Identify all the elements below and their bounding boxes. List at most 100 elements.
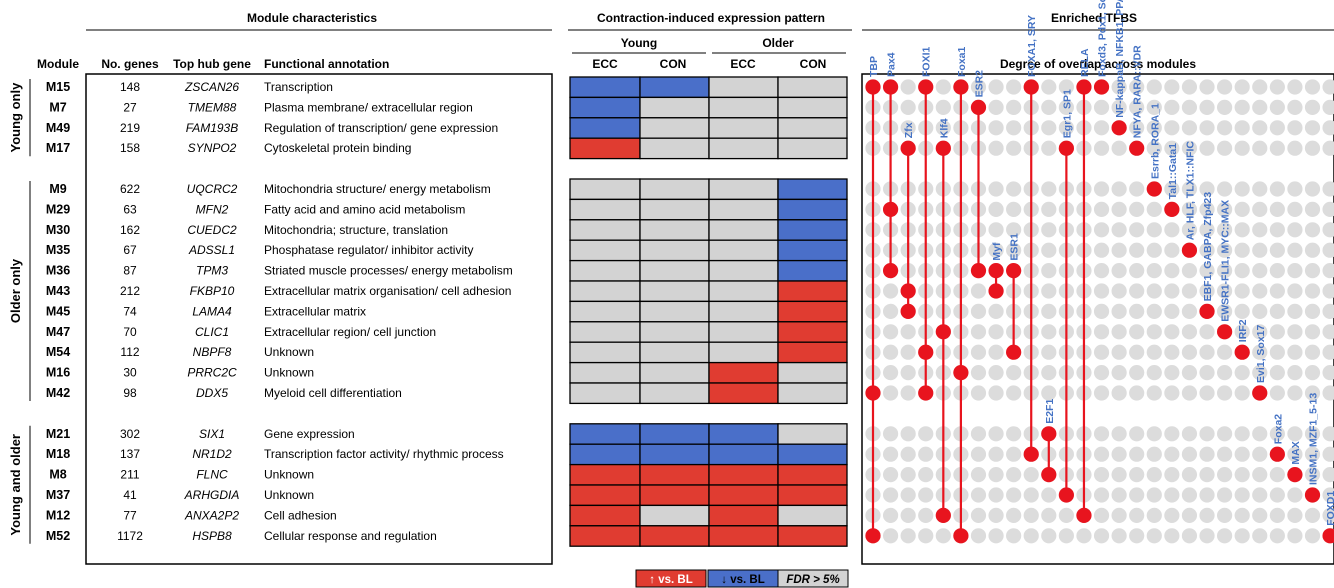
pattern-cell-older-ecc <box>708 137 779 160</box>
tfbs-background-dot <box>935 120 951 136</box>
tfbs-background-dot <box>970 324 987 340</box>
tfbs-background-dot <box>1234 385 1250 401</box>
legend-down: ↓ vs. BL <box>707 569 779 588</box>
functional-annotation: Unknown <box>264 488 314 502</box>
tfbs-background-dot <box>1146 303 1162 319</box>
tfbs-background-dot <box>1269 201 1285 217</box>
tfbs-background-dot <box>988 120 1004 136</box>
tfbs-background-dot <box>1058 99 1074 115</box>
pattern-cell-older-con <box>777 76 848 99</box>
tfbs-background-dot <box>1093 446 1110 462</box>
functional-annotation: Transcription factor activity/ rhythmic … <box>264 447 504 461</box>
tfbs-enriched-dot <box>918 344 934 360</box>
tfbs-background-dot <box>1093 467 1110 483</box>
tfbs-enriched-dot <box>1252 385 1268 401</box>
tfbs-background-dot <box>1041 99 1057 115</box>
tfbs-background-dot <box>988 467 1004 483</box>
tfbs-label: Ar, HLF, TLX1::NFIC <box>1184 141 1196 241</box>
tfbs-background-dot <box>1146 324 1162 340</box>
tfbs-background-dot <box>1129 242 1145 258</box>
gene-count: 302 <box>120 427 140 441</box>
tfbs-background-dot <box>900 344 916 360</box>
gene-count: 27 <box>123 100 137 114</box>
module-row-m12: M12 77 ANXA2P2 Cell adhesion <box>46 504 848 527</box>
pattern-cell-older-ecc <box>708 463 779 486</box>
tfbs-background-dot <box>1234 528 1250 544</box>
tfbs-enriched-dot <box>865 79 881 95</box>
tfbs-background-dot <box>1269 263 1285 279</box>
tfbs-background-dot <box>1252 263 1268 279</box>
tfbs-background-dot <box>1023 487 1039 503</box>
gene-count: 148 <box>120 80 140 94</box>
tfbs-background-dot <box>1287 365 1303 381</box>
tfbs-background-dot <box>918 446 934 462</box>
tfbs-background-dot <box>1287 263 1303 279</box>
tfbs-background-dot <box>1199 507 1215 523</box>
tfbs-background-dot <box>1287 385 1303 401</box>
tfbs-enriched-dot <box>935 140 951 156</box>
pattern-cell-young-ecc <box>569 117 641 139</box>
tfbs-background-dot <box>1217 385 1233 401</box>
pattern-cell-young-ecc <box>569 178 641 201</box>
expression-pattern-header: Contraction-induced expression pattern <box>597 11 825 25</box>
tfbs-background-dot <box>1146 263 1162 279</box>
tfbs-background-dot <box>1041 201 1057 217</box>
tfbs-enriched-dot <box>1199 303 1215 319</box>
tfbs-background-dot <box>1111 365 1127 381</box>
tfbs-panel-frame <box>861 73 1334 565</box>
tfbs-background-dot <box>1199 528 1215 544</box>
tfbs-background-dot <box>1041 385 1057 401</box>
tfbs-enriched-dot <box>882 201 899 217</box>
tfbs-background-dot <box>1199 242 1215 258</box>
tfbs-background-dot <box>1164 324 1180 340</box>
tfbs-background-dot <box>1322 283 1334 299</box>
tfbs-background-dot <box>1269 467 1285 483</box>
older-header: Older <box>762 36 794 50</box>
tfbs-background-dot <box>970 446 987 462</box>
tfbs-background-dot <box>1111 99 1127 115</box>
tfbs-background-dot <box>1199 120 1215 136</box>
gene-count: 87 <box>123 264 137 278</box>
functional-annotation: Extracellular matrix organisation/ cell … <box>264 284 511 298</box>
top-hub-gene: LAMA4 <box>192 304 232 318</box>
tfbs-background-dot <box>918 487 934 503</box>
tfbs-label: ESR1 <box>1009 233 1021 261</box>
tfbs-background-dot <box>1093 385 1110 401</box>
tfbs-background-dot <box>1146 487 1162 503</box>
module-id: M21 <box>46 427 70 441</box>
tfbs-background-dot <box>1129 365 1145 381</box>
tfbs-background-dot <box>1287 528 1303 544</box>
tfbs-background-dot <box>1217 283 1233 299</box>
tfbs-background-dot <box>1269 140 1285 156</box>
top-hub-gene: SYNPO2 <box>188 141 237 155</box>
tfbs-enriched-dot <box>953 528 969 544</box>
tfbs-background-dot <box>1322 467 1334 483</box>
tfbs-background-dot <box>1129 99 1145 115</box>
tfbs-enriched-dot <box>918 79 934 95</box>
tfbs-background-dot <box>900 507 916 523</box>
young-header: Young <box>621 36 657 50</box>
functional-annotation: Phosphatase regulator/ inhibitor activit… <box>264 243 473 257</box>
tfbs-background-dot <box>1269 344 1285 360</box>
tfbs-enriched-dot <box>1058 487 1074 503</box>
pattern-cell-older-ecc <box>708 280 779 303</box>
module-characteristics-header: Module characteristics <box>247 11 377 25</box>
tfbs-enriched-dot <box>900 140 916 156</box>
tfbs-background-dot <box>1023 528 1039 544</box>
tfbs-background-dot <box>1199 99 1215 115</box>
pattern-cell-older-con <box>777 341 848 364</box>
tfbs-background-dot <box>882 487 899 503</box>
tfbs-background-dot <box>1217 507 1233 523</box>
pattern-cell-older-ecc <box>708 117 779 139</box>
pattern-cell-young-con <box>639 219 710 241</box>
tfbs-background-dot <box>988 140 1004 156</box>
tfbs-background-dot <box>1181 79 1198 95</box>
gene-count: 112 <box>120 345 139 359</box>
tfbs-background-dot <box>1093 303 1110 319</box>
module-id: M7 <box>49 100 66 114</box>
pattern-cell-young-ecc <box>569 443 641 466</box>
tfbs-background-dot <box>1006 222 1022 238</box>
pattern-cell-older-ecc <box>708 239 779 262</box>
tfbs-background-dot <box>1304 283 1321 299</box>
pattern-cell-older-con <box>777 504 848 527</box>
